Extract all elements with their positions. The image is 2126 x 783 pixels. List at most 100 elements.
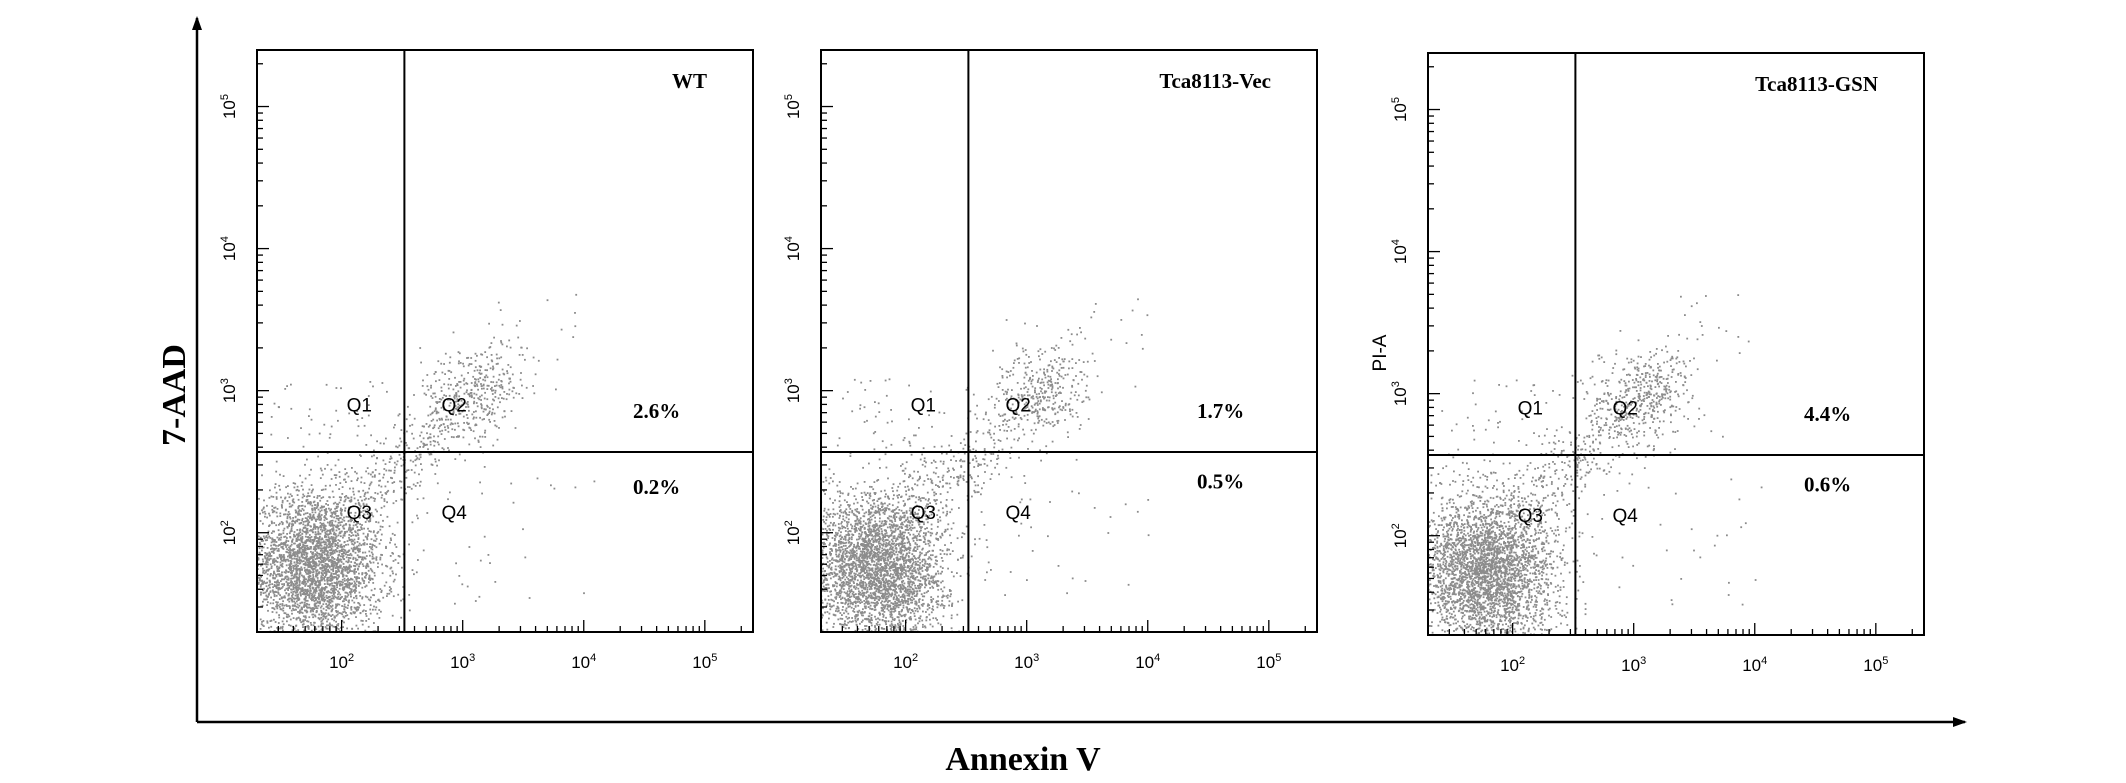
scatter-point [343, 566, 345, 568]
scatter-point [422, 446, 425, 448]
scatter-point [349, 557, 352, 559]
scatter-point [877, 504, 880, 507]
scatter-point [338, 559, 341, 562]
scatter-point [468, 393, 471, 396]
scatter-point [278, 544, 280, 546]
scatter-point [475, 416, 478, 419]
scatter-point [303, 554, 306, 556]
scatter-point [411, 423, 414, 426]
scatter-point [916, 543, 918, 546]
scatter-point [488, 412, 490, 414]
scatter-point [906, 518, 909, 521]
scatter-point [371, 557, 374, 560]
scatter-point [321, 619, 324, 622]
scatter-point [273, 540, 276, 543]
scatter-point [274, 548, 276, 550]
scatter-point [456, 384, 459, 387]
scatter-point [321, 595, 324, 597]
scatter-point [309, 562, 311, 565]
scatter-point [338, 475, 341, 478]
scatter-point [298, 522, 301, 525]
scatter-point [326, 578, 328, 581]
scatter-point [290, 549, 292, 552]
scatter-point [913, 516, 916, 519]
scatter-point [278, 582, 281, 584]
scatter-point [301, 533, 304, 535]
scatter-point [273, 558, 276, 560]
scatter-point [361, 577, 364, 580]
scatter-point [378, 542, 381, 545]
scatter-point [365, 574, 367, 577]
scatter-point [920, 603, 923, 606]
scatter-point [311, 516, 314, 518]
scatter-point [344, 606, 347, 609]
scatter-point [330, 553, 333, 556]
scatter-point [313, 538, 316, 541]
scatter-point [446, 425, 449, 427]
scatter-point [306, 588, 309, 591]
scatter-point [325, 507, 328, 510]
scatter-point [290, 525, 293, 528]
scatter-point [303, 550, 305, 553]
scatter-point [320, 579, 323, 582]
scatter-point [483, 408, 486, 410]
scatter-point [841, 521, 843, 523]
scatter-point [292, 524, 294, 527]
scatter-point [887, 553, 890, 556]
scatter-point [368, 487, 370, 490]
scatter-point [879, 613, 881, 616]
scatter-point [283, 527, 286, 530]
scatter-point [304, 609, 306, 612]
scatter-point [299, 539, 301, 541]
scatter-point [278, 567, 281, 570]
scatter-point [355, 559, 357, 562]
scatter-point [289, 530, 292, 533]
scatter-point [361, 556, 364, 559]
scatter-point [352, 558, 355, 560]
scatter-point [314, 599, 317, 602]
scatter-point [314, 605, 317, 608]
scatter-point [327, 540, 329, 543]
scatter-point [375, 538, 378, 540]
scatter-point [283, 571, 286, 574]
scatter-point [287, 485, 289, 487]
scatter-point [266, 539, 268, 541]
scatter-point [357, 585, 360, 587]
scatter-point [294, 555, 297, 558]
scatter-point [287, 587, 290, 589]
scatter-point [341, 493, 344, 495]
scatter-point [345, 583, 348, 585]
scatter-point [405, 418, 408, 421]
scatter-point [892, 530, 894, 533]
scatter-point [350, 595, 352, 598]
scatter-point [343, 588, 346, 590]
scatter-point [328, 603, 330, 606]
scatter-point [878, 589, 880, 592]
scatter-point [307, 564, 309, 566]
scatter-point [335, 409, 338, 412]
scatter-point [419, 456, 422, 459]
scatter-point [908, 498, 911, 500]
scatter-point [510, 410, 513, 412]
scatter-point [340, 507, 342, 510]
scatter-point [328, 614, 331, 616]
scatter-point [886, 548, 889, 551]
scatter-point [479, 446, 482, 448]
scatter-point [273, 572, 275, 575]
scatter-point [299, 569, 301, 572]
scatter-point [524, 556, 527, 559]
scatter-point [911, 477, 914, 480]
scatter-point [931, 581, 934, 584]
scatter-point [320, 624, 323, 626]
scatter-point [304, 524, 307, 527]
scatter-point [412, 437, 415, 440]
scatter-point [319, 589, 321, 592]
scatter-point [299, 618, 302, 620]
scatter-point [839, 594, 842, 597]
scatter-point [832, 545, 835, 547]
scatter-point [344, 468, 347, 470]
scatter-point [908, 584, 911, 586]
scatter-point [343, 533, 346, 535]
scatter-point [339, 482, 342, 484]
scatter-point [285, 508, 287, 511]
